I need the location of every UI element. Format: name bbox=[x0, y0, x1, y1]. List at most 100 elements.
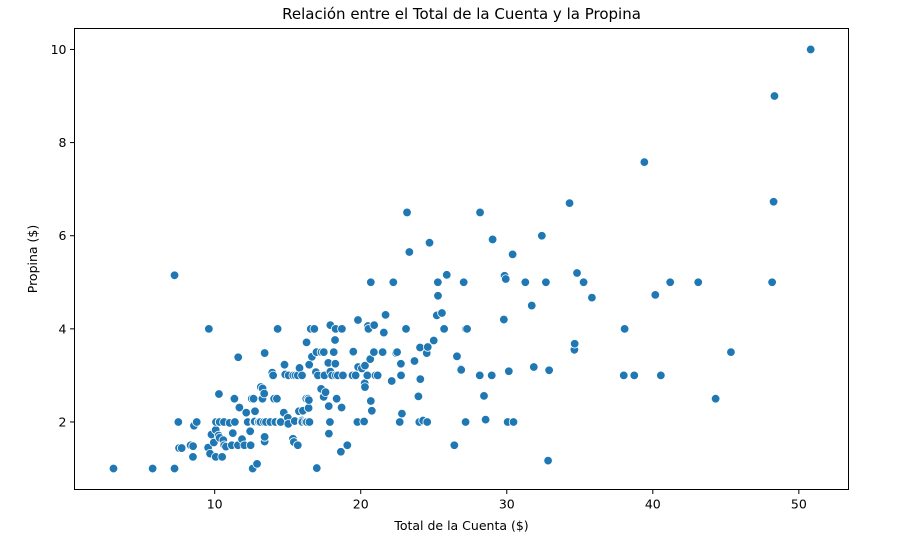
data-point bbox=[309, 324, 319, 334]
data-point bbox=[413, 391, 424, 402]
data-point bbox=[234, 402, 245, 413]
y-tick-label: 4 bbox=[59, 321, 67, 336]
data-point bbox=[204, 324, 214, 334]
y-axis: 2 4 6 8 10 bbox=[51, 42, 75, 429]
data-point bbox=[529, 362, 539, 372]
data-point bbox=[367, 406, 377, 416]
data-point bbox=[336, 447, 346, 457]
data-point bbox=[169, 270, 180, 281]
data-point bbox=[619, 370, 629, 381]
data-point bbox=[245, 440, 256, 450]
data-point bbox=[578, 277, 589, 287]
data-point bbox=[520, 277, 531, 287]
data-point bbox=[366, 396, 376, 406]
data-point bbox=[527, 300, 537, 311]
data-point bbox=[768, 197, 779, 207]
data-point bbox=[245, 426, 255, 436]
plot-area bbox=[74, 28, 849, 490]
data-point bbox=[377, 347, 388, 357]
data-point bbox=[192, 417, 202, 427]
data-point bbox=[324, 401, 334, 411]
data-point bbox=[543, 455, 553, 466]
data-point bbox=[217, 452, 227, 462]
data-point bbox=[369, 320, 379, 330]
data-point bbox=[320, 387, 331, 397]
data-point bbox=[423, 342, 433, 352]
data-point bbox=[331, 394, 342, 404]
data-point bbox=[458, 277, 469, 287]
data-point bbox=[402, 207, 412, 218]
data-point bbox=[272, 324, 283, 334]
x-tick-label: 40 bbox=[645, 497, 661, 512]
data-point bbox=[726, 347, 736, 357]
data-point bbox=[259, 388, 269, 399]
data-point bbox=[359, 416, 369, 427]
data-point bbox=[303, 403, 314, 413]
data-point bbox=[396, 359, 406, 369]
data-point bbox=[499, 314, 509, 325]
data-point bbox=[449, 440, 460, 450]
data-point bbox=[693, 277, 703, 287]
data-point bbox=[176, 443, 187, 453]
data-point bbox=[337, 324, 347, 334]
x-tick-label: 10 bbox=[207, 497, 223, 512]
data-point bbox=[342, 440, 353, 450]
data-point bbox=[397, 408, 407, 419]
y-tick-label: 2 bbox=[59, 414, 67, 429]
data-point bbox=[259, 432, 270, 442]
data-point bbox=[650, 290, 660, 300]
data-point bbox=[188, 441, 198, 451]
data-point bbox=[169, 463, 180, 474]
data-point bbox=[767, 277, 777, 287]
data-point bbox=[475, 207, 485, 218]
data-point bbox=[252, 459, 262, 469]
data-point bbox=[330, 359, 341, 369]
data-point bbox=[544, 365, 554, 375]
data-point bbox=[805, 44, 816, 55]
data-point bbox=[460, 417, 471, 427]
data-point bbox=[456, 365, 466, 375]
data-point bbox=[442, 270, 452, 280]
data-point bbox=[665, 277, 675, 287]
data-point bbox=[480, 414, 491, 425]
data-point bbox=[338, 370, 348, 381]
data-point bbox=[587, 292, 597, 303]
data-point bbox=[268, 370, 278, 381]
y-tick-label: 8 bbox=[59, 135, 67, 150]
data-point bbox=[293, 440, 303, 450]
data-point bbox=[304, 360, 314, 370]
data-point bbox=[297, 370, 307, 381]
data-point bbox=[395, 417, 405, 427]
data-point bbox=[250, 406, 260, 416]
data-point bbox=[656, 370, 666, 381]
data-point bbox=[312, 463, 322, 473]
data-point bbox=[353, 315, 363, 325]
data-point bbox=[507, 249, 518, 260]
data-point bbox=[272, 394, 282, 404]
data-point bbox=[360, 360, 370, 371]
data-point bbox=[452, 351, 462, 362]
data-point bbox=[350, 370, 361, 381]
y-axis-label: Propina ($) bbox=[25, 225, 40, 294]
data-point bbox=[569, 339, 580, 349]
data-point bbox=[415, 374, 426, 384]
x-tick-label: 30 bbox=[499, 497, 515, 512]
data-point bbox=[188, 452, 198, 462]
data-point bbox=[301, 337, 312, 348]
data-point bbox=[537, 231, 547, 241]
data-point bbox=[401, 324, 411, 334]
data-point bbox=[379, 327, 389, 338]
y-tick-label: 10 bbox=[51, 42, 67, 57]
data-point bbox=[319, 347, 329, 357]
data-point bbox=[248, 394, 259, 404]
data-point bbox=[279, 360, 290, 370]
data-point bbox=[639, 157, 650, 167]
data-point bbox=[541, 277, 551, 287]
data-point bbox=[619, 324, 630, 334]
data-point bbox=[362, 370, 373, 381]
data-point bbox=[372, 370, 383, 381]
data-point bbox=[325, 417, 335, 427]
data-point bbox=[504, 366, 514, 376]
data-point bbox=[487, 234, 498, 245]
data-point bbox=[173, 417, 184, 427]
